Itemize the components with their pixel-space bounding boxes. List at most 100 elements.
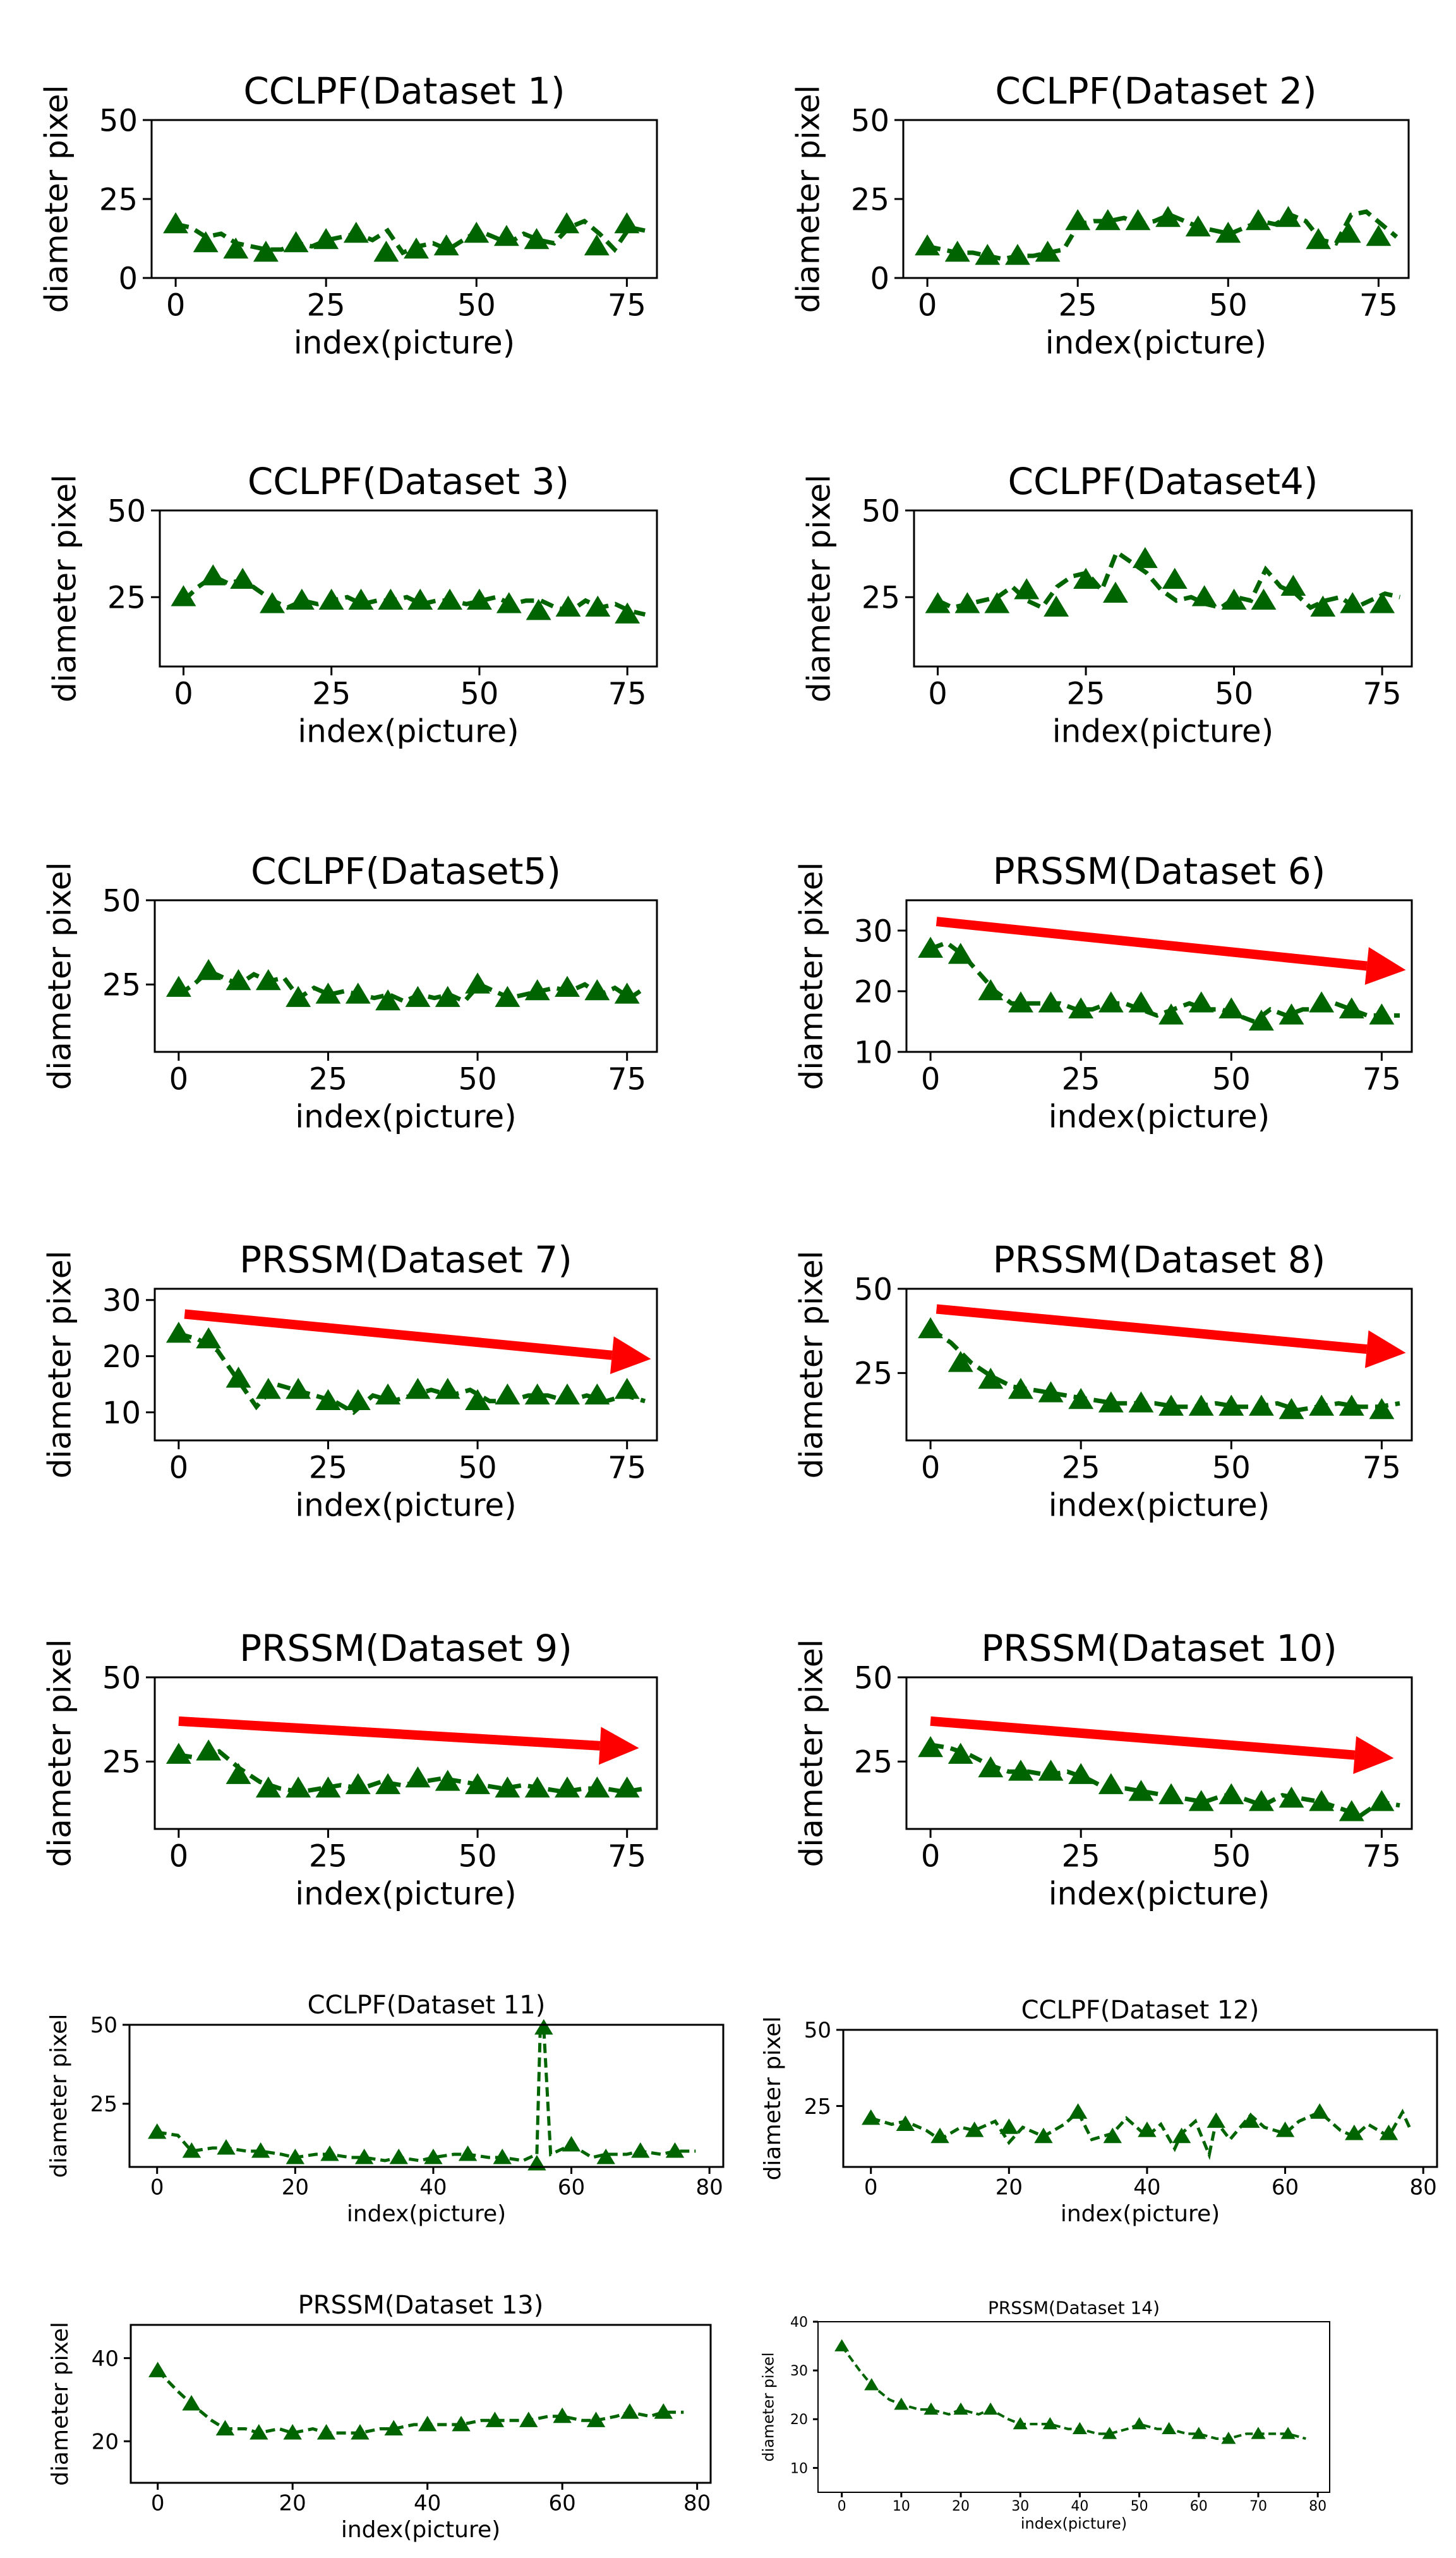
y-axis-label: diameter pixel — [46, 474, 83, 703]
data-point — [384, 2420, 404, 2435]
x-tick-label: 75 — [608, 1839, 646, 1874]
data-point — [1038, 991, 1064, 1013]
data-point — [584, 979, 610, 1001]
x-tick-label: 60 — [549, 2490, 576, 2516]
data-point — [596, 2149, 615, 2164]
x-tick-label: 40 — [1071, 2499, 1088, 2514]
x-axis-label: index(picture) — [295, 1487, 516, 1523]
chart-title: PRSSM(Dataset 7) — [239, 1238, 572, 1281]
data-point — [405, 986, 431, 1007]
y-axis-label: diameter pixel — [41, 1639, 78, 1867]
x-tick-label: 80 — [683, 2490, 711, 2516]
x-tick-label: 75 — [608, 288, 646, 323]
data-point — [1279, 1787, 1304, 1808]
x-tick-label: 0 — [921, 1839, 941, 1874]
data-point — [1138, 2121, 1157, 2137]
y-tick-label: 20 — [790, 2412, 808, 2428]
data-point — [1014, 578, 1040, 600]
y-axis-label: diameter pixel — [41, 1251, 78, 1479]
data-point — [1345, 2124, 1364, 2140]
y-tick-label: 30 — [102, 1283, 141, 1318]
x-tick-label: 50 — [1209, 288, 1248, 323]
series-line — [841, 2345, 1306, 2440]
y-axis-label: diameter pixel — [793, 1251, 829, 1479]
data-point — [1191, 2427, 1206, 2439]
data-point — [226, 1366, 251, 1388]
data-point — [407, 588, 433, 610]
x-axis-label: index(picture) — [1052, 713, 1273, 749]
x-tick-label: 20 — [996, 2175, 1023, 2200]
data-point — [555, 975, 580, 997]
data-point — [1221, 2432, 1236, 2444]
axes-frame — [153, 1288, 658, 1442]
chart-title: CCLPF(Dataset 3) — [248, 460, 569, 503]
data-point — [524, 1383, 550, 1405]
data-point — [954, 592, 980, 613]
y-tick-label: 40 — [790, 2315, 808, 2331]
data-point — [163, 212, 189, 234]
x-tick-label: 25 — [1062, 1062, 1100, 1097]
data-point — [495, 1383, 520, 1405]
data-point — [495, 986, 520, 1007]
y-tick-label: 25 — [102, 968, 141, 1003]
x-axis-label: index(picture) — [341, 2517, 500, 2543]
data-point — [148, 2123, 167, 2139]
x-tick-label: 80 — [1410, 2175, 1437, 2200]
x-tick-label: 25 — [1067, 677, 1105, 712]
x-tick-label: 75 — [608, 1062, 646, 1097]
data-point — [1155, 206, 1181, 227]
data-point — [1098, 1391, 1124, 1413]
data-point — [555, 1777, 580, 1798]
chart-panel-5: CCLPF(Dataset5)0 25 50 752550index(picture)… — [41, 850, 658, 1135]
chart-panel-1: CCLPF(Dataset 1)0 25 50 7502550index(pictur… — [38, 69, 658, 361]
data-point — [1172, 2127, 1191, 2144]
data-point — [255, 1378, 281, 1399]
data-point — [1103, 2127, 1122, 2144]
data-point — [562, 2136, 581, 2152]
x-tick-label: 50 — [1212, 1062, 1251, 1097]
x-axis-label: index(picture) — [1021, 2514, 1127, 2532]
y-tick-label: 40 — [92, 2346, 119, 2372]
data-point — [250, 2424, 268, 2440]
data-point — [1128, 1780, 1154, 1801]
data-point — [226, 1763, 251, 1784]
data-point — [1162, 2422, 1177, 2434]
data-point — [315, 982, 341, 1004]
x-tick-label: 0 — [918, 288, 937, 323]
data-point — [654, 2403, 673, 2419]
x-tick-label: 0 — [169, 1062, 189, 1097]
data-point — [343, 222, 369, 243]
x-tick-label: 0 — [921, 1062, 941, 1097]
data-point — [965, 2121, 984, 2137]
data-point — [1068, 2103, 1088, 2119]
data-point — [1065, 209, 1091, 231]
x-tick-label: 50 — [1212, 1451, 1251, 1486]
x-tick-label: 40 — [414, 2490, 441, 2516]
chart-panel-14: PRSSM(Dataset 14) 0 10 20 30 40 50 60 70 80 10 20 30… — [760, 2297, 1330, 2532]
data-point — [1042, 2417, 1057, 2430]
data-point — [1095, 209, 1121, 231]
data-point — [1310, 595, 1336, 617]
y-tick-label: 25 — [107, 581, 146, 616]
data-point — [418, 2415, 437, 2432]
data-point — [1132, 546, 1158, 569]
data-point — [1162, 567, 1188, 589]
data-point — [1068, 997, 1094, 1019]
x-tick-label: 60 — [558, 2175, 585, 2200]
trend-arrow-head — [1364, 947, 1406, 985]
data-point — [1248, 1394, 1274, 1416]
data-point — [1191, 585, 1217, 606]
y-tick-label: 50 — [99, 103, 138, 138]
data-point — [171, 585, 196, 606]
data-point — [553, 2407, 572, 2423]
x-axis-label: index(picture) — [1045, 324, 1266, 361]
data-point — [984, 592, 1010, 613]
data-point — [615, 602, 641, 624]
y-axis-label: diameter pixel — [760, 2017, 786, 2181]
chart-panel-12: CCLPF(Dataset 12) 0 20 40 60 80 25 50 index(pict… — [760, 1996, 1438, 2227]
data-point — [1275, 2121, 1295, 2137]
data-point — [1035, 241, 1061, 262]
y-tick-label: 10 — [790, 2461, 808, 2477]
x-tick-label: 0 — [169, 1451, 189, 1486]
